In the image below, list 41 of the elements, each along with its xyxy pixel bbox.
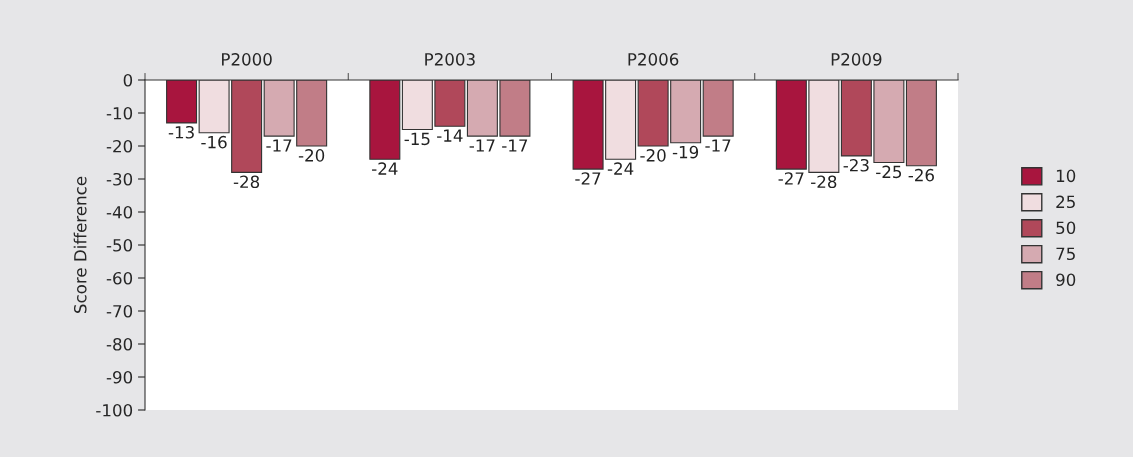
legend-label: 10 (1056, 169, 1076, 183)
y-tick-label: -70 (106, 304, 133, 318)
data-label: -19 (672, 145, 699, 159)
data-label: -20 (640, 149, 666, 162)
x-tick-label: P2000 (222, 53, 272, 66)
data-label: -17 (469, 139, 495, 152)
y-tick-label: -50 (106, 238, 133, 252)
legend-label: 25 (1056, 195, 1075, 209)
x-tick-label: P2009 (831, 53, 882, 66)
y-tick-label: -10 (106, 106, 133, 120)
x-tick-label: P2006 (628, 53, 679, 66)
data-label: -13 (168, 125, 194, 139)
data-label: -24 (372, 162, 398, 175)
data-label: -16 (201, 135, 227, 149)
data-label: -17 (266, 139, 292, 152)
legend-label: 75 (1056, 247, 1075, 261)
data-label: -28 (811, 175, 837, 189)
data-label: -26 (908, 168, 934, 182)
data-label: -24 (607, 162, 634, 175)
y-axis-title: Score Difference (73, 176, 87, 313)
data-label: -25 (876, 165, 902, 179)
y-tick-label: 0 (123, 73, 133, 87)
data-label: -15 (404, 132, 430, 146)
y-tick-label: -100 (96, 403, 133, 417)
legend-label: 90 (1056, 273, 1076, 287)
data-label: -14 (437, 129, 463, 142)
y-tick-label: -40 (106, 205, 133, 219)
data-label: -20 (298, 149, 325, 162)
data-label: -17 (502, 139, 528, 152)
y-tick-label: -60 (106, 271, 133, 285)
data-label: -23 (843, 158, 869, 172)
y-tick-label: -30 (106, 172, 133, 186)
y-tick-label: -20 (106, 139, 133, 153)
y-tick-label: -90 (106, 370, 133, 384)
data-label: -17 (705, 139, 731, 152)
data-label: -27 (575, 172, 601, 185)
x-tick-label: P2003 (425, 53, 475, 66)
data-label: -28 (233, 175, 260, 189)
y-tick-label: -80 (106, 337, 133, 351)
data-label: -27 (778, 172, 804, 185)
legend-label: 50 (1056, 221, 1076, 235)
